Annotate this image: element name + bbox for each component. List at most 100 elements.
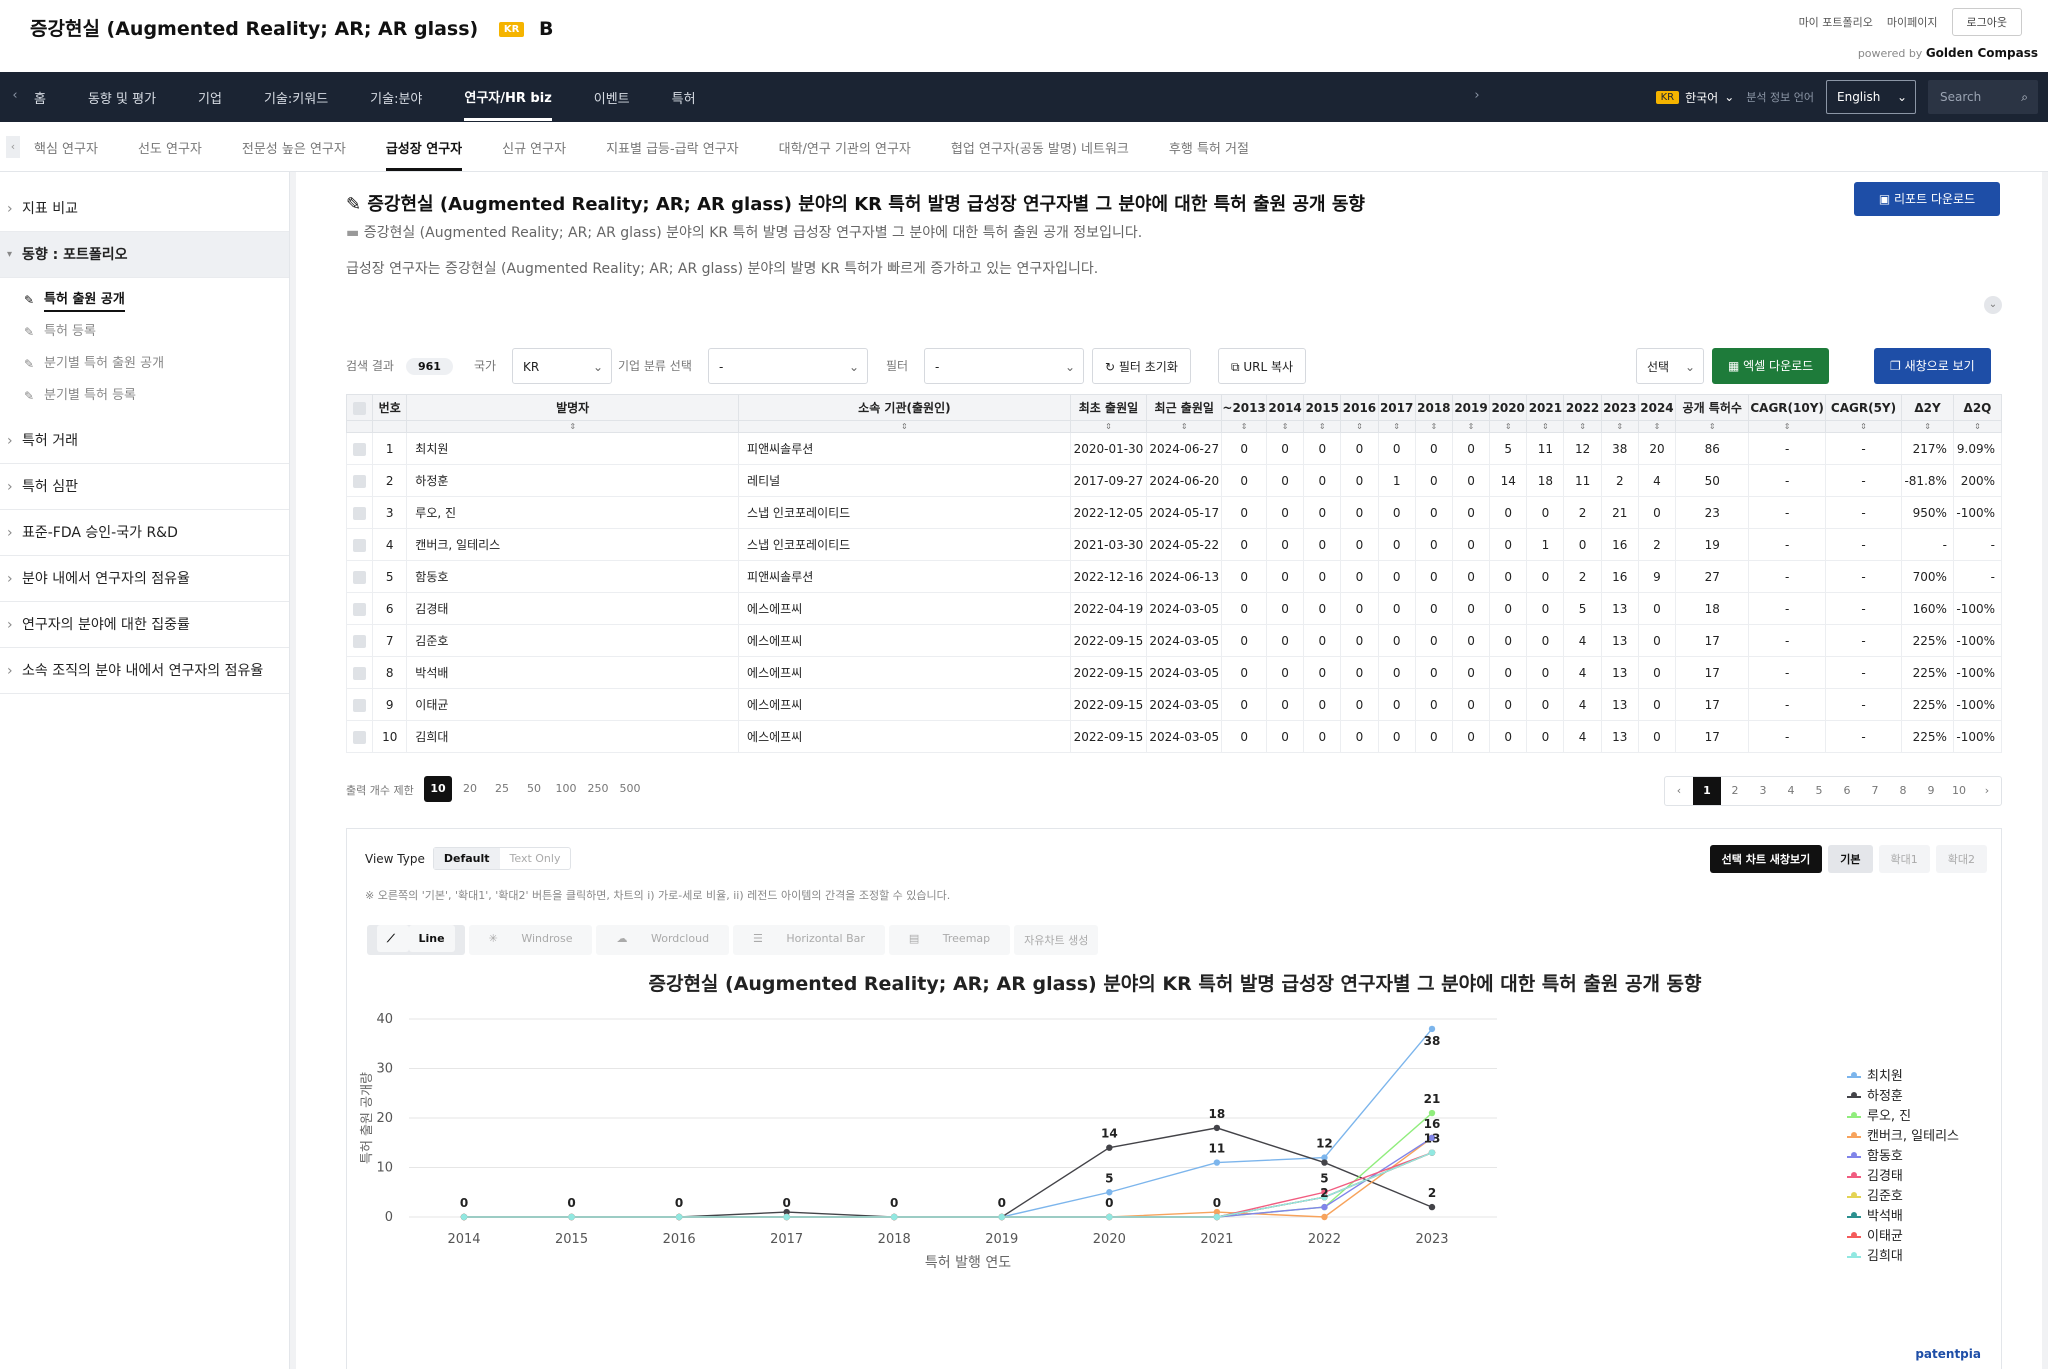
column-header[interactable]: 2023 [1600, 394, 1639, 421]
country-select[interactable]: KR ⌄ [512, 348, 612, 384]
chart-type-line[interactable]: ⟋ Line [367, 925, 465, 955]
legend-item[interactable]: 최치원 [1847, 1067, 1959, 1087]
table-cell[interactable]: 에스에프씨 [738, 720, 1071, 753]
table-cell[interactable]: 스냅 인코포레이티드 [738, 496, 1071, 529]
row-checkbox[interactable] [345, 560, 374, 593]
table-cell[interactable]: 김희대 [406, 720, 740, 753]
column-header[interactable]: Δ2Q [1952, 394, 2003, 421]
table-cell[interactable]: 최치원 [406, 432, 740, 465]
sidebar-subitem-registration[interactable]: ✎ 특허 등록 [0, 316, 289, 348]
table-row[interactable]: 7 김준호 에스에프씨 2022-09-15 2024-03-05 0 0 0 0 0 0 0 0 0 4 1… [345, 624, 2003, 657]
sort-icon[interactable]: ⇕ [1637, 420, 1677, 433]
sidebar-item-indicator-compare[interactable]: 지표 비교 [0, 186, 289, 232]
sidebar-item-share-in-field[interactable]: 분야 내에서 연구자의 점유율 [0, 556, 289, 602]
page-size-option[interactable]: 100 [555, 782, 577, 795]
table-row[interactable]: 2 하정훈 레티널 2017-09-27 2024-06-20 0 0 0 0 1 0 0 14 18 11… [345, 464, 2003, 497]
table-row[interactable]: 8 박석배 에스에프씨 2022-09-15 2024-03-05 0 0 0 0 0 0 0 0 0 4 1… [345, 656, 2003, 689]
sidebar-subitem-quarterly-registration[interactable]: ✎ 분기별 특허 등록 [0, 380, 289, 412]
row-checkbox[interactable] [345, 528, 374, 561]
column-header[interactable]: CAGR(5Y) [1824, 394, 1903, 421]
prev-page-button[interactable]: ‹ [1676, 784, 1682, 797]
sort-icon[interactable]: ⇕ [1069, 420, 1148, 433]
column-header[interactable]: ~2013 [1221, 394, 1267, 421]
page-size-option[interactable]: 500 [619, 782, 641, 795]
open-chart-new-window-button[interactable]: 선택 차트 새창보기 [1709, 845, 1823, 873]
table-row[interactable]: 10 김희대 에스에프씨 2022-09-15 2024-03-05 0 0 0 0 0 0 0 0 0 4… [345, 720, 2003, 753]
sort-icon[interactable]: ⇕ [1340, 420, 1379, 433]
report-download-button[interactable]: ▣ 리포트 다운로드 [1854, 182, 2000, 216]
legend-item[interactable]: 이태균 [1847, 1227, 1959, 1247]
sort-icon[interactable]: ⇕ [1952, 420, 2003, 433]
sort-icon[interactable]: ⇕ [1265, 420, 1305, 433]
sidebar-item-patent-trade[interactable]: 특허 거래 [0, 418, 289, 464]
page-number-button[interactable]: 3 [1759, 784, 1767, 797]
page-size-option[interactable]: 10 [424, 776, 452, 802]
table-cell[interactable]: 박석배 [406, 656, 740, 689]
sort-icon[interactable]: ⇕ [1221, 420, 1267, 433]
legend-item[interactable]: 김경태 [1847, 1167, 1959, 1187]
chart-type-free[interactable]: 자유차트 생성 [1014, 925, 1099, 955]
row-checkbox[interactable] [345, 720, 374, 753]
sort-icon[interactable]: ⇕ [1563, 420, 1602, 433]
sort-icon[interactable]: ⇕ [1748, 420, 1826, 433]
table-cell[interactable]: 함동호 [406, 560, 740, 593]
sort-icon[interactable]: ⇕ [1675, 420, 1750, 433]
page-size-option[interactable]: 20 [463, 782, 477, 795]
column-header[interactable]: 2021 [1526, 394, 1565, 421]
page-number-button[interactable]: 10 [1952, 784, 1966, 797]
row-checkbox[interactable] [345, 464, 374, 497]
sort-icon[interactable]: ⇕ [1451, 420, 1491, 433]
table-row[interactable]: 6 김경태 에스에프씨 2022-04-19 2024-03-05 0 0 0 0 0 0 0 0 0 5 1… [345, 592, 2003, 625]
column-header[interactable]: 2019 [1451, 394, 1491, 421]
filter-select[interactable]: - ⌄ [924, 348, 1084, 384]
column-header[interactable]: 2020 [1489, 394, 1528, 421]
nav-item-event[interactable]: 이벤트 [593, 91, 630, 107]
sort-icon[interactable]: ⇕ [1824, 420, 1903, 433]
sort-icon[interactable]: ⇕ [1489, 420, 1528, 433]
table-cell[interactable]: 루오, 진 [406, 496, 740, 529]
column-header[interactable]: 소속 기관(출원인) [738, 394, 1071, 421]
my-page-link[interactable]: 마이페이지 [1886, 16, 1938, 29]
page-number-button[interactable]: 1 [1693, 777, 1721, 805]
sort-icon[interactable]: ⇕ [1901, 420, 1954, 433]
sort-icon[interactable]: ⇕ [1600, 420, 1639, 433]
column-header[interactable]: 2016 [1340, 394, 1379, 421]
select-all-checkbox[interactable] [345, 394, 374, 421]
row-checkbox[interactable] [345, 624, 374, 657]
new-window-button[interactable]: ❐ 새창으로 보기 [1874, 348, 1991, 384]
column-header[interactable]: 2024 [1637, 394, 1677, 421]
chart-type-wordcloud[interactable]: ☁ Wordcloud [596, 925, 730, 955]
next-page-button[interactable]: › [1984, 784, 1990, 797]
legend-item[interactable]: 박석배 [1847, 1207, 1959, 1227]
page-number-button[interactable]: 6 [1843, 784, 1851, 797]
table-cell[interactable]: 캔버크, 일테리스 [406, 528, 740, 561]
sidebar-item-patent-trial[interactable]: 특허 심판 [0, 464, 289, 510]
sort-icon[interactable]: ⇕ [1414, 420, 1453, 433]
nav-item-trend[interactable]: 동향 및 평가 [87, 91, 157, 107]
analysis-language-select[interactable]: English ⌄ [1826, 80, 1916, 114]
logout-button[interactable]: 로그아웃 [1951, 8, 2022, 36]
column-header[interactable]: 2018 [1414, 394, 1453, 421]
nav-item-company[interactable]: 기업 [198, 91, 222, 107]
column-header[interactable]: 발명자 [406, 394, 740, 421]
url-copy-button[interactable]: ⧉ URL 복사 [1218, 348, 1307, 384]
table-cell[interactable]: 김준호 [406, 624, 740, 657]
nav-left-arrow-icon[interactable]: ‹ [12, 88, 18, 103]
chart-type-windrose[interactable]: ✳ Windrose [468, 925, 593, 955]
nav-item-field[interactable]: 기술:분야 [370, 91, 423, 107]
tab-surge-researcher[interactable]: 지표별 급등-급락 연구자 [606, 141, 739, 157]
page-size-option[interactable]: 50 [527, 782, 541, 795]
column-header[interactable]: 2017 [1377, 394, 1416, 421]
table-row[interactable]: 4 캔버크, 일테리스 스냅 인코포레이티드 2021-03-30 2024-05-22… [345, 528, 2003, 561]
table-row[interactable]: 5 함동호 피앤씨솔루션 2022-12-16 2024-06-13 0 0 0 0 0 0 0 0 0 2… [345, 560, 2003, 593]
my-portfolio-link[interactable]: 마이 포트폴리오 [1798, 16, 1873, 29]
chart-type-horizontal-bar[interactable]: ☰ Horizontal Bar [733, 925, 885, 955]
column-header[interactable]: 번호 [372, 394, 408, 421]
table-row[interactable]: 9 이태균 에스에프씨 2022-09-15 2024-03-05 0 0 0 0 0 0 0 0 0 4 1… [345, 688, 2003, 721]
zoom2-button[interactable]: 확대2 [1935, 845, 1987, 873]
select-dropdown[interactable]: 선택 ⌄ [1636, 348, 1704, 384]
table-cell[interactable]: 하정훈 [406, 464, 740, 497]
collapse-toggle-icon[interactable]: ⌄ [1984, 296, 2002, 314]
column-header[interactable]: 2022 [1563, 394, 1602, 421]
table-cell[interactable]: 피앤씨솔루션 [738, 432, 1071, 465]
